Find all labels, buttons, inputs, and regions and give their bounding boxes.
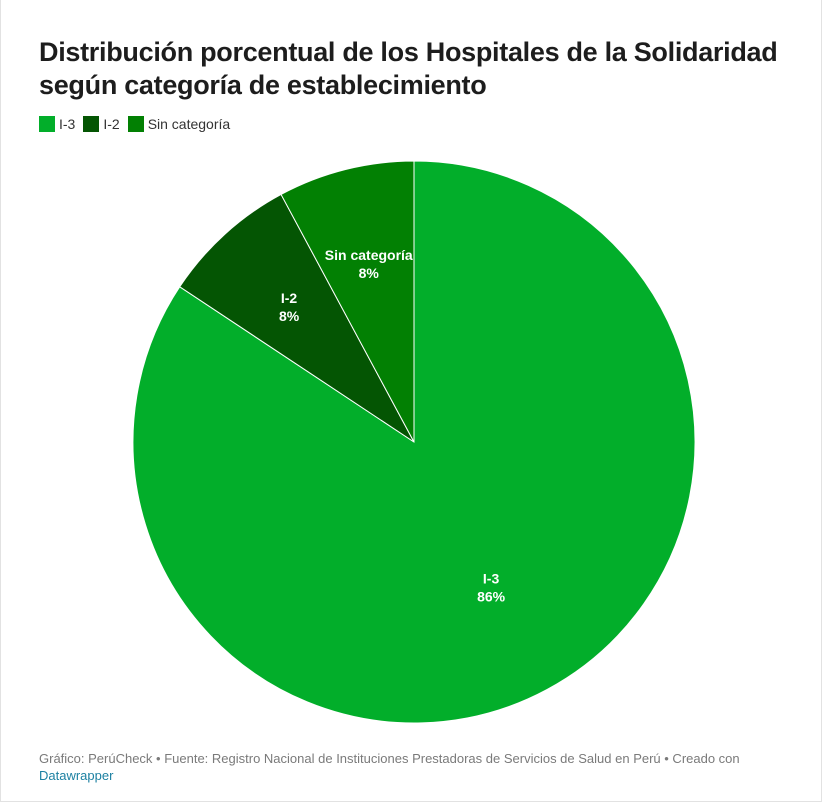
- legend-swatch-i2: [83, 116, 100, 132]
- legend-swatch-sin-categoria: [127, 116, 144, 132]
- pie-slice-i3: [132, 160, 696, 724]
- slice-label-sin-categoria: Sin categoría: [325, 247, 413, 263]
- legend-swatch-i3: [39, 116, 55, 132]
- legend-item-i3: I-3: [39, 116, 75, 132]
- legend-label-i3: I-3: [59, 116, 76, 132]
- footer-credit-text: Gráfico: PerúCheck • Fuente: Registro Na…: [39, 751, 740, 766]
- chart-legend: I-3 I-2 Sin categoría: [39, 116, 238, 132]
- pie-slice-sin-categoria: [280, 160, 415, 443]
- chart-title: Distribución porcentual de los Hospitale…: [39, 37, 778, 100]
- legend-item-sin-categoria: Sin categoría: [127, 116, 231, 132]
- pie-slice-i2: [179, 193, 415, 443]
- slice-label-i2: I-2: [281, 290, 298, 306]
- legend-item-i2: I-2: [83, 116, 120, 132]
- slice-label-i3: I-3: [483, 571, 500, 587]
- slice-value-i2: 8%: [279, 308, 300, 324]
- slice-value-sin-categoria: 8%: [359, 265, 380, 281]
- slice-value-i3: 86%: [477, 589, 506, 605]
- legend-label-i2: I-2: [103, 116, 120, 132]
- datawrapper-link[interactable]: Datawrapper: [39, 768, 114, 783]
- legend-label-sin-categoria: Sin categoría: [147, 116, 231, 132]
- chart-footer: Gráfico: PerúCheck • Fuente: Registro Na…: [39, 750, 799, 784]
